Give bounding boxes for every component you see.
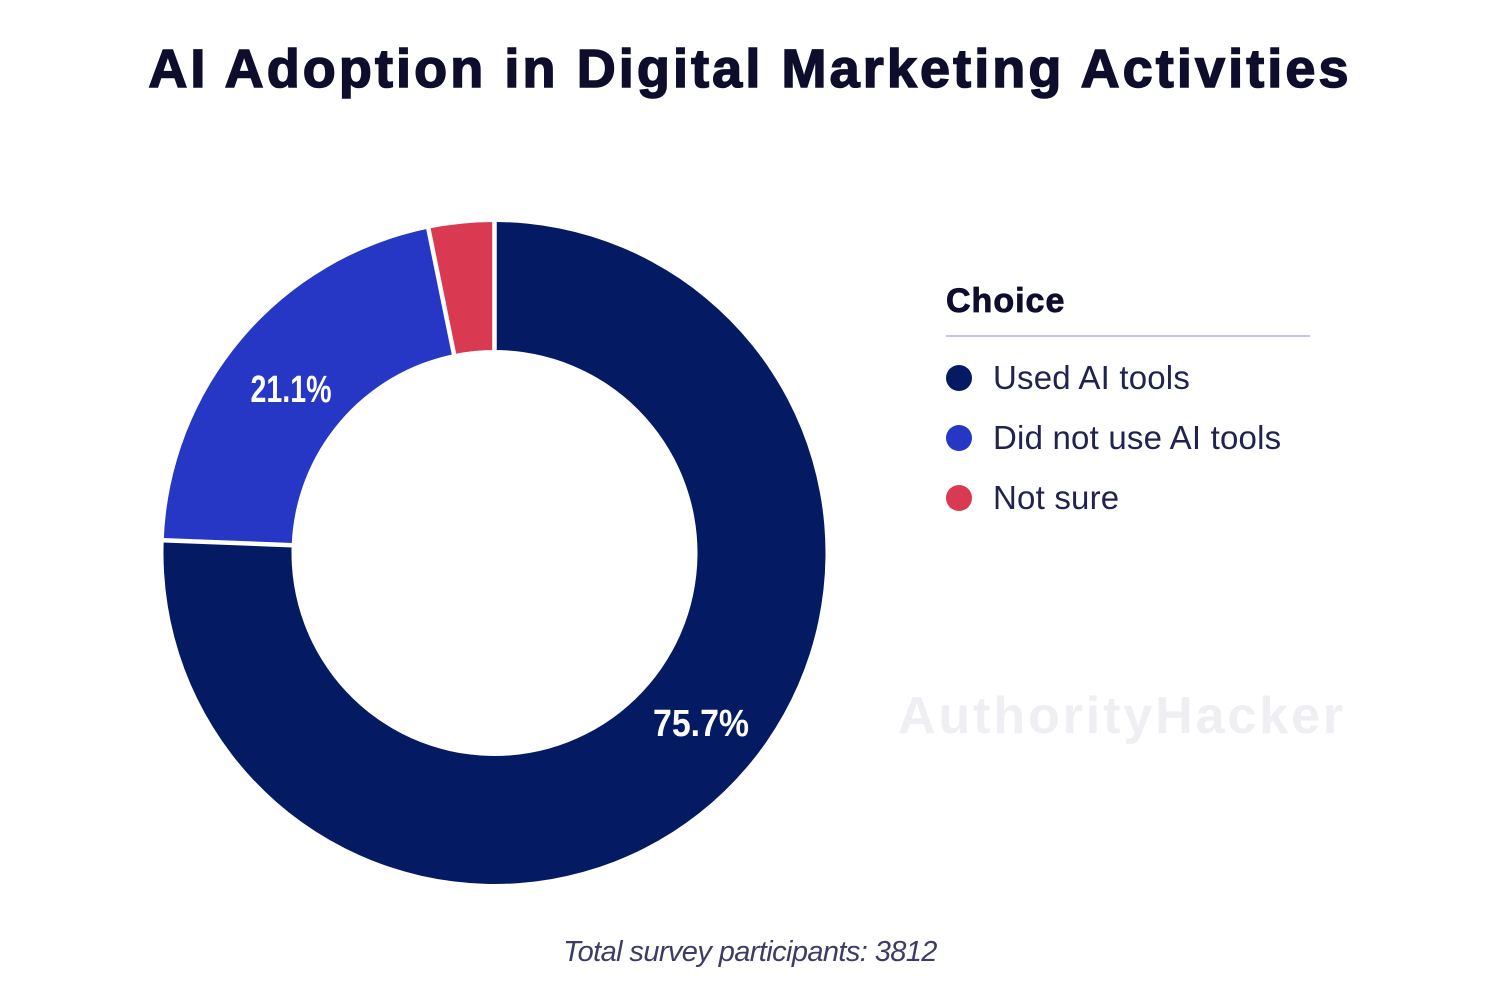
svg-text:21.1%: 21.1% [251,369,332,411]
svg-text:75.7%: 75.7% [653,703,749,745]
